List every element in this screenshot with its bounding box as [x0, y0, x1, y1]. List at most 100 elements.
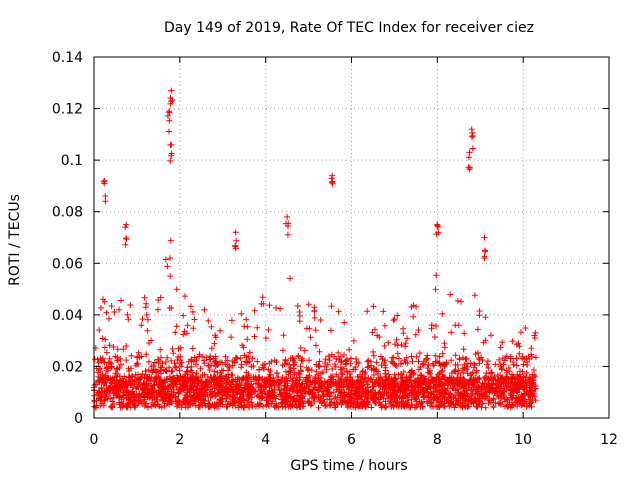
data-point	[376, 375, 383, 382]
data-point	[490, 396, 497, 403]
data-point	[383, 390, 390, 397]
data-point	[332, 363, 339, 370]
data-point	[521, 396, 528, 403]
data-point	[516, 343, 523, 350]
data-point	[205, 362, 212, 369]
data-point	[417, 377, 424, 384]
data-point	[382, 357, 388, 364]
data-point	[135, 400, 142, 406]
data-point	[187, 374, 194, 381]
data-point	[246, 403, 253, 410]
data-point	[514, 403, 521, 410]
data-point	[400, 402, 407, 409]
data-point	[217, 370, 224, 377]
data-point	[397, 375, 404, 382]
data-point	[392, 341, 398, 348]
data-point	[219, 388, 226, 395]
data-point	[306, 388, 313, 395]
data-point	[521, 356, 528, 363]
data-point	[236, 384, 243, 391]
data-point	[184, 383, 191, 390]
data-point	[467, 387, 474, 394]
data-point	[425, 362, 432, 369]
data-point	[246, 386, 252, 393]
data-point	[102, 372, 109, 379]
data-point	[106, 315, 112, 322]
data-point	[142, 371, 149, 378]
data-point	[135, 398, 142, 405]
data-point	[240, 397, 247, 404]
data-point	[217, 327, 224, 334]
y-tick-label: 0.06	[52, 256, 83, 272]
data-point	[271, 389, 278, 396]
data-point	[155, 381, 162, 388]
data-point	[427, 402, 433, 409]
data-point	[238, 364, 245, 371]
data-point	[180, 386, 187, 393]
data-point	[108, 303, 115, 309]
data-point	[485, 400, 492, 407]
data-point	[240, 387, 246, 394]
data-point	[356, 380, 362, 387]
data-point	[125, 365, 132, 372]
data-point	[255, 380, 262, 387]
data-point	[339, 371, 346, 378]
data-point	[496, 356, 503, 363]
data-point	[370, 303, 377, 310]
data-point	[107, 403, 114, 410]
data-point	[110, 390, 117, 396]
data-point	[296, 312, 303, 319]
data-point	[335, 308, 342, 315]
data-point	[141, 396, 148, 403]
data-point	[486, 397, 493, 404]
data-point	[183, 330, 190, 337]
data-point	[365, 363, 372, 370]
data-point	[106, 355, 113, 362]
data-point	[381, 360, 387, 367]
data-point	[408, 303, 415, 310]
data-point	[471, 292, 478, 299]
data-point	[199, 385, 205, 392]
data-point	[293, 381, 300, 388]
data-point	[146, 340, 152, 346]
data-point	[246, 393, 253, 400]
data-point	[451, 404, 458, 411]
data-point	[124, 311, 131, 318]
data-point	[521, 382, 528, 389]
data-point	[402, 376, 409, 383]
data-point	[455, 380, 462, 387]
data-point	[265, 375, 272, 382]
data-point	[284, 377, 291, 384]
data-point	[280, 332, 287, 339]
data-point	[167, 255, 173, 262]
data-point	[495, 377, 502, 384]
data-point	[283, 397, 290, 404]
data-point	[283, 220, 289, 227]
data-point	[174, 372, 180, 379]
data-point	[516, 386, 523, 393]
data-point	[472, 375, 479, 381]
data-point	[375, 396, 382, 403]
data-point	[245, 392, 252, 399]
data-point	[175, 345, 182, 352]
data-point	[97, 365, 104, 372]
data-point	[315, 392, 322, 398]
data-point	[299, 395, 305, 401]
data-point	[97, 355, 104, 362]
data-point	[108, 364, 115, 371]
data-point	[271, 357, 278, 364]
data-point	[406, 392, 413, 399]
data-point	[411, 381, 418, 388]
data-point	[315, 372, 322, 378]
data-point	[259, 390, 266, 397]
data-point	[123, 343, 130, 349]
data-point	[397, 387, 404, 394]
data-point	[132, 402, 139, 409]
data-point	[358, 396, 365, 403]
data-point	[326, 393, 333, 400]
data-point	[157, 387, 164, 394]
data-point	[513, 387, 520, 394]
data-point	[382, 398, 389, 405]
data-point	[380, 382, 387, 389]
data-point	[120, 400, 127, 407]
